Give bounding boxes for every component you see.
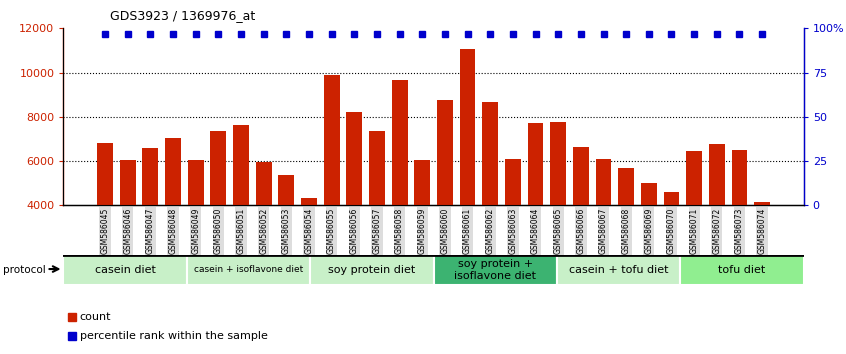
Text: GSM586073: GSM586073 <box>735 208 744 255</box>
Text: GSM586067: GSM586067 <box>599 208 608 255</box>
Bar <box>754 202 770 294</box>
Bar <box>732 150 747 294</box>
Text: GSM586056: GSM586056 <box>349 208 359 255</box>
Text: GSM586066: GSM586066 <box>576 208 585 255</box>
Bar <box>120 160 135 294</box>
Bar <box>97 143 113 294</box>
Text: GSM586053: GSM586053 <box>282 208 291 255</box>
Bar <box>188 160 204 294</box>
Text: count: count <box>80 312 112 322</box>
Bar <box>596 159 612 294</box>
Text: GSM586068: GSM586068 <box>622 208 630 254</box>
Text: soy protein +
isoflavone diet: soy protein + isoflavone diet <box>454 259 536 281</box>
Text: GSM586046: GSM586046 <box>124 208 132 255</box>
Bar <box>557 255 680 285</box>
Text: GSM586050: GSM586050 <box>214 208 222 255</box>
Bar <box>324 75 339 294</box>
Bar <box>618 168 634 294</box>
Text: protocol: protocol <box>3 265 46 275</box>
Bar <box>278 176 294 294</box>
Bar <box>528 124 543 294</box>
Bar <box>255 162 272 294</box>
Text: GSM586065: GSM586065 <box>553 208 563 255</box>
Bar <box>437 100 453 294</box>
Text: GDS3923 / 1369976_at: GDS3923 / 1369976_at <box>110 9 255 22</box>
Text: soy protein diet: soy protein diet <box>328 265 415 275</box>
Text: GSM586047: GSM586047 <box>146 208 155 255</box>
Bar <box>459 49 475 294</box>
Text: GSM586054: GSM586054 <box>305 208 314 255</box>
Bar <box>369 131 385 294</box>
Text: GSM586057: GSM586057 <box>372 208 382 255</box>
Bar <box>550 122 566 294</box>
Bar <box>187 255 310 285</box>
Bar <box>346 113 362 294</box>
Text: GSM586055: GSM586055 <box>327 208 336 255</box>
Bar <box>233 125 249 294</box>
Bar <box>680 255 804 285</box>
Text: GSM586061: GSM586061 <box>463 208 472 254</box>
Text: casein diet: casein diet <box>95 265 156 275</box>
Text: GSM586072: GSM586072 <box>712 208 722 254</box>
Bar <box>433 255 557 285</box>
Text: GSM586060: GSM586060 <box>441 208 449 255</box>
Bar <box>211 131 226 294</box>
Text: GSM586069: GSM586069 <box>645 208 653 255</box>
Text: GSM586045: GSM586045 <box>101 208 109 255</box>
Bar <box>641 183 656 294</box>
Bar <box>415 160 430 294</box>
Bar <box>505 159 521 294</box>
Text: GSM586071: GSM586071 <box>689 208 699 254</box>
Bar <box>663 192 679 294</box>
Bar <box>482 102 498 294</box>
Bar <box>392 80 408 294</box>
Text: GSM586058: GSM586058 <box>395 208 404 254</box>
Bar <box>301 198 317 294</box>
Text: GSM586070: GSM586070 <box>667 208 676 255</box>
Bar <box>686 151 702 294</box>
Text: GSM586048: GSM586048 <box>168 208 178 254</box>
Text: casein + tofu diet: casein + tofu diet <box>569 265 668 275</box>
Text: casein + isoflavone diet: casein + isoflavone diet <box>194 266 303 274</box>
Text: GSM586062: GSM586062 <box>486 208 495 254</box>
Text: GSM586051: GSM586051 <box>237 208 245 254</box>
Text: GSM586064: GSM586064 <box>531 208 540 255</box>
Text: GSM586059: GSM586059 <box>418 208 426 255</box>
Text: percentile rank within the sample: percentile rank within the sample <box>80 331 267 341</box>
Bar <box>573 147 589 294</box>
Text: GSM586052: GSM586052 <box>259 208 268 254</box>
Text: tofu diet: tofu diet <box>718 265 766 275</box>
Bar <box>165 138 181 294</box>
Bar <box>709 144 725 294</box>
Text: GSM586049: GSM586049 <box>191 208 201 255</box>
Text: GSM586063: GSM586063 <box>508 208 518 255</box>
Bar <box>63 255 187 285</box>
Text: GSM586074: GSM586074 <box>758 208 766 255</box>
Bar <box>310 255 433 285</box>
Bar <box>142 148 158 294</box>
